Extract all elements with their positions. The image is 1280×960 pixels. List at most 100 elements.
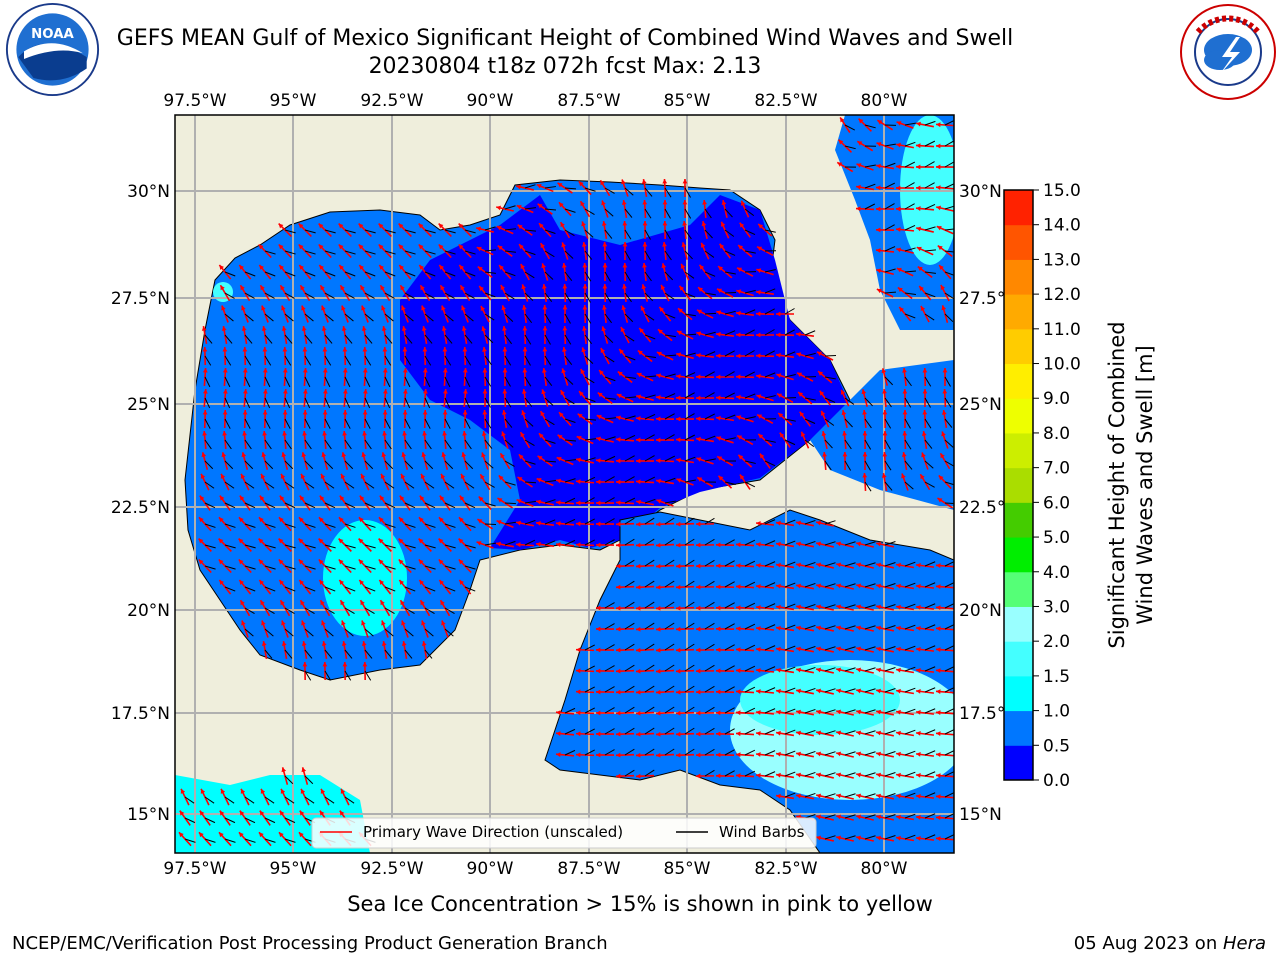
wind-barb bbox=[884, 397, 892, 408]
wave-arrow-head bbox=[916, 185, 921, 191]
wind-barb bbox=[864, 164, 876, 168]
wind-barb bbox=[324, 544, 336, 549]
wind-barb bbox=[284, 355, 292, 366]
wave-arrow-head bbox=[601, 221, 607, 226]
wave-arrow-head bbox=[776, 604, 781, 610]
wind-barb bbox=[884, 376, 894, 386]
wave-arrow-head bbox=[341, 641, 347, 646]
wind-barb bbox=[364, 502, 376, 509]
wave-arrow-head bbox=[362, 662, 368, 667]
wind-barb bbox=[564, 749, 576, 756]
wind-barb bbox=[344, 229, 356, 234]
wind-barb bbox=[884, 460, 892, 471]
wind-barb bbox=[204, 355, 212, 366]
wave-arrow-head bbox=[422, 347, 428, 352]
wind-barb bbox=[744, 770, 756, 777]
wind-barb bbox=[724, 371, 735, 378]
wind-barb bbox=[644, 208, 652, 219]
colorbar-tick-label: 9.0 bbox=[1043, 389, 1070, 409]
wave-arrow-head bbox=[516, 204, 522, 210]
wind-barb bbox=[304, 229, 316, 234]
wind-barb bbox=[444, 502, 456, 509]
wind-barb bbox=[244, 376, 251, 388]
wind-barb bbox=[564, 334, 572, 345]
wind-barb bbox=[424, 439, 432, 450]
wind-barb bbox=[324, 565, 336, 570]
wave-arrow-head bbox=[616, 521, 621, 527]
wave-arrow-head bbox=[876, 730, 881, 736]
wind-barb bbox=[544, 519, 556, 525]
wave-arrow-head bbox=[441, 452, 447, 458]
wave-arrow-head bbox=[440, 285, 445, 291]
wind-barb bbox=[364, 460, 374, 470]
wind-barb bbox=[884, 268, 896, 273]
wave-arrow-head bbox=[756, 731, 761, 736]
wind-barb bbox=[664, 373, 676, 378]
wave-arrow-head bbox=[596, 626, 601, 632]
wind-barb bbox=[924, 645, 936, 651]
wave-arrow-head bbox=[421, 305, 426, 311]
wave-arrow-head bbox=[402, 410, 408, 415]
wind-barb bbox=[424, 376, 431, 388]
wind-barb bbox=[644, 313, 655, 321]
wind-barb bbox=[844, 688, 856, 693]
wave-arrow-head bbox=[756, 689, 761, 694]
wind-barb bbox=[544, 208, 557, 211]
wind-barb bbox=[624, 208, 633, 218]
wave-arrow-head bbox=[876, 688, 881, 694]
wind-barb bbox=[924, 397, 931, 408]
wave-arrow-head bbox=[199, 517, 204, 523]
wind-barb bbox=[624, 292, 632, 303]
wave-arrow-head bbox=[716, 668, 721, 674]
wind-barb bbox=[384, 439, 392, 450]
wave-arrow-head bbox=[797, 372, 803, 377]
wave-arrow-head bbox=[936, 815, 941, 821]
colorbar-tick-label: 1.5 bbox=[1043, 667, 1070, 687]
wave-arrow-head bbox=[836, 730, 842, 736]
wind-barb bbox=[884, 162, 896, 168]
wave-arrow-head bbox=[562, 284, 568, 289]
wind-barb bbox=[224, 397, 231, 409]
wave-arrow-head bbox=[302, 410, 308, 415]
wind-barb bbox=[824, 793, 836, 798]
wind-barb bbox=[544, 186, 556, 189]
wind-barb bbox=[524, 334, 532, 345]
wave-arrow-head bbox=[636, 731, 641, 737]
wind-barb bbox=[864, 481, 872, 492]
wind-barb bbox=[924, 792, 936, 798]
wind-barb bbox=[884, 224, 895, 231]
wind-barb bbox=[644, 517, 655, 525]
wind-barb bbox=[484, 460, 494, 469]
wind-barb bbox=[744, 229, 756, 235]
wave-arrow-head bbox=[582, 263, 588, 268]
wave-arrow-head bbox=[238, 832, 244, 838]
wave-arrow-head bbox=[796, 583, 801, 589]
wind-barb bbox=[304, 502, 316, 509]
lon-tick-top: 85°W bbox=[664, 91, 711, 111]
wind-barb bbox=[644, 559, 655, 567]
wind-barb bbox=[324, 460, 334, 470]
wind-barb bbox=[864, 183, 876, 189]
wave-arrow-head bbox=[362, 368, 368, 373]
wave-arrow-head bbox=[816, 562, 822, 568]
wind-barb bbox=[944, 292, 954, 300]
wave-arrow-head bbox=[379, 517, 384, 523]
wind-barb bbox=[824, 418, 835, 426]
wind-barb bbox=[464, 229, 476, 234]
wave-arrow-head bbox=[280, 473, 286, 479]
wave-arrow-head bbox=[616, 500, 621, 506]
wave-arrow-head bbox=[636, 752, 641, 758]
wave-arrow-head bbox=[519, 244, 524, 250]
wind-barb bbox=[304, 355, 312, 366]
wave-arrow-head bbox=[936, 563, 941, 569]
wind-barb bbox=[464, 271, 476, 277]
wave-arrow-head bbox=[319, 517, 324, 523]
wave-arrow-head bbox=[379, 495, 385, 501]
wave-arrow-head bbox=[359, 264, 364, 270]
wind-barb bbox=[324, 439, 332, 450]
wind-barb bbox=[604, 229, 613, 239]
wind-barb bbox=[624, 769, 635, 777]
wave-arrow-head bbox=[459, 264, 464, 270]
wind-barb bbox=[744, 581, 756, 588]
wave-arrow-head bbox=[302, 431, 307, 436]
